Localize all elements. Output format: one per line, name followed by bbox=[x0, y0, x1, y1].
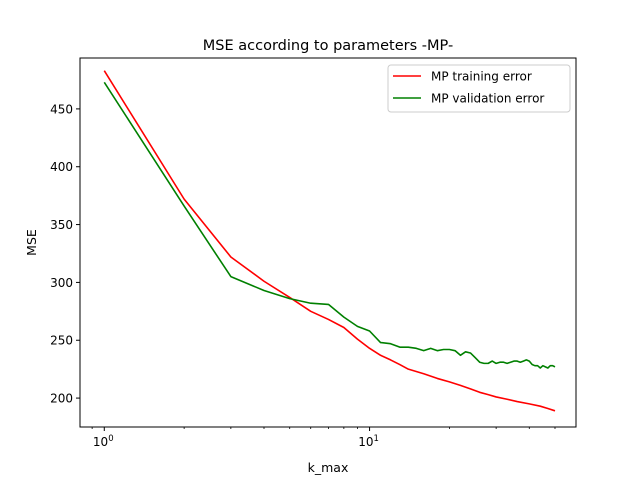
axis-ticks: 200 250 300 350 400 450 100 101 bbox=[50, 102, 556, 449]
y-tick-label: 250 bbox=[50, 334, 73, 348]
plot-area bbox=[103, 70, 556, 412]
y-tick-label: 400 bbox=[50, 160, 73, 174]
chart-title: MSE according to parameters -MP- bbox=[203, 38, 453, 54]
y-tick-label: 350 bbox=[50, 218, 73, 232]
x-tick-label: 101 bbox=[358, 434, 379, 449]
legend-label-training: MP training error bbox=[431, 70, 532, 84]
legend: MP training error MP validation error bbox=[387, 64, 571, 113]
legend-box bbox=[387, 64, 571, 113]
series-line-validation bbox=[103, 81, 556, 369]
x-tick-label: 100 bbox=[93, 434, 114, 449]
series-line-training bbox=[103, 70, 556, 412]
y-tick-label: 300 bbox=[50, 276, 73, 290]
y-tick-label: 200 bbox=[50, 392, 73, 406]
axes-frame bbox=[79, 57, 577, 428]
y-tick-label: 450 bbox=[50, 102, 73, 116]
y-axis-label: MSE bbox=[24, 229, 39, 256]
legend-label-validation: MP validation error bbox=[431, 92, 544, 106]
x-axis-label: k_max bbox=[308, 460, 349, 475]
